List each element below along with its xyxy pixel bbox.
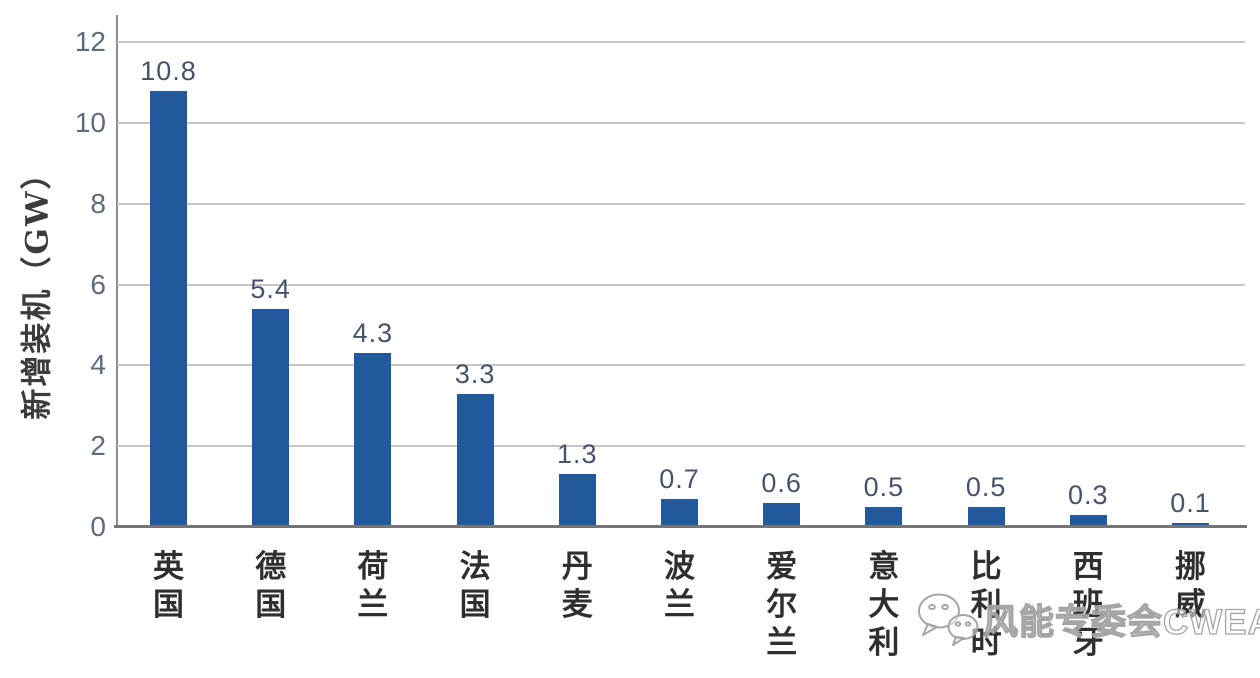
- category-label-char: 比: [970, 549, 1002, 585]
- y-tick-label: 4: [90, 349, 106, 381]
- bar-value-label: 4.3: [352, 318, 394, 349]
- bar: [558, 474, 596, 527]
- bar-value-label: 0.7: [659, 463, 700, 494]
- category-label-char: 爱: [766, 549, 798, 585]
- bar-value-label: 0.6: [761, 467, 802, 498]
- category-label-char: 丹: [561, 549, 593, 585]
- category-label: 荷兰: [343, 548, 403, 624]
- gridline: [117, 41, 1245, 43]
- category-label-char: 利: [868, 625, 900, 661]
- bar: [763, 502, 801, 527]
- category-label: 法国: [445, 548, 505, 624]
- y-axis-line: [116, 15, 118, 527]
- bar: [354, 353, 392, 527]
- bar: [150, 90, 187, 527]
- category-label: 爱尔兰: [752, 548, 812, 662]
- bar: [967, 506, 1005, 527]
- y-tick-label: 0: [90, 511, 106, 542]
- category-label: 挪威: [1161, 548, 1221, 624]
- category-label-char: 尔: [766, 587, 798, 623]
- y-tick-label: 2: [90, 430, 106, 462]
- bar: [1172, 522, 1209, 527]
- bar-value-label: 0.5: [965, 471, 1007, 502]
- category-label-char: 波: [664, 549, 695, 585]
- bar-value-label: 0.3: [1068, 479, 1109, 510]
- category-label: 英国: [139, 548, 199, 624]
- category-label: 意大利: [854, 548, 914, 662]
- bar: [661, 498, 698, 527]
- category-label-char: 利: [970, 587, 1002, 623]
- category-label-char: 西: [1072, 549, 1104, 585]
- x-axis-line: [114, 525, 1247, 528]
- y-tick-label: 10: [74, 106, 106, 138]
- category-label-char: 兰: [766, 625, 798, 661]
- bar-value-label: 10.8: [140, 55, 197, 86]
- category-label-char: 国: [459, 587, 491, 623]
- y-tick-label: 12: [74, 26, 106, 57]
- category-label-char: 荷: [357, 549, 389, 585]
- category-label-char: 德: [255, 549, 287, 585]
- bar-value-label: 3.3: [454, 358, 496, 389]
- gridline: [117, 445, 1245, 448]
- gridline: [117, 283, 1245, 286]
- category-label-char: 意: [868, 549, 900, 585]
- category-label-char: 班: [1072, 587, 1104, 623]
- bar: [456, 393, 494, 527]
- category-label-char: 国: [153, 587, 184, 623]
- bar: [865, 506, 903, 527]
- category-label: 波兰: [650, 548, 710, 624]
- category-label-char: 法: [459, 549, 491, 585]
- gridline: [117, 364, 1245, 367]
- y-tick-label: 6: [90, 268, 106, 300]
- category-label: 西班牙: [1058, 548, 1118, 662]
- bar-value-label: 0.5: [863, 471, 905, 502]
- category-label-char: 牙: [1072, 625, 1104, 661]
- y-tick-label: 8: [90, 187, 106, 219]
- category-label-char: 兰: [357, 587, 389, 623]
- category-label-char: 兰: [664, 587, 695, 623]
- category-label-char: 大: [868, 587, 900, 623]
- category-label-char: 麦: [561, 587, 593, 623]
- bar-value-label: 0.1: [1170, 487, 1211, 518]
- bar: [252, 308, 290, 527]
- bar-value-label: 1.3: [557, 439, 598, 470]
- bar: [1069, 514, 1107, 527]
- gridline: [117, 202, 1245, 205]
- category-label: 比利时: [956, 548, 1016, 662]
- bar-value-label: 5.4: [250, 273, 291, 304]
- category-label-char: 挪: [1175, 549, 1206, 585]
- category-label-char: 时: [970, 625, 1002, 661]
- category-label: 丹麦: [547, 548, 607, 624]
- category-label: 德国: [241, 548, 301, 624]
- category-label-char: 英: [153, 549, 184, 585]
- category-label-char: 威: [1175, 587, 1206, 623]
- category-label-char: 国: [255, 587, 287, 623]
- gridline: [117, 121, 1245, 124]
